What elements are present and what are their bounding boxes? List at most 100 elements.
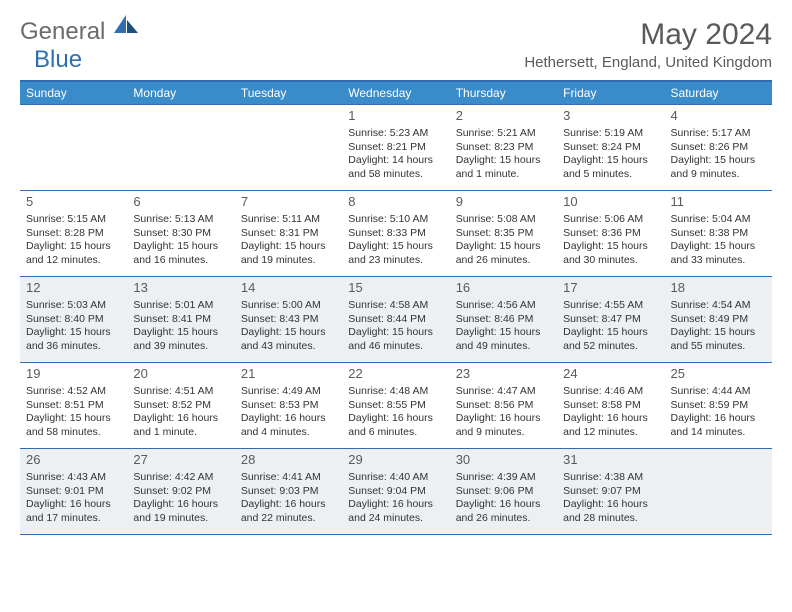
daylight-text: Daylight: 14 hours and 58 minutes. bbox=[348, 154, 443, 181]
calendar-cell: 19Sunrise: 4:52 AMSunset: 8:51 PMDayligh… bbox=[20, 363, 127, 449]
sunset-text: Sunset: 8:49 PM bbox=[671, 313, 766, 327]
calendar-cell: 30Sunrise: 4:39 AMSunset: 9:06 PMDayligh… bbox=[450, 449, 557, 535]
daylight-text: Daylight: 15 hours and 26 minutes. bbox=[456, 240, 551, 267]
calendar-cell: 25Sunrise: 4:44 AMSunset: 8:59 PMDayligh… bbox=[665, 363, 772, 449]
daylight-text: Daylight: 15 hours and 55 minutes. bbox=[671, 326, 766, 353]
day-number: 20 bbox=[133, 366, 228, 383]
calendar-row: 19Sunrise: 4:52 AMSunset: 8:51 PMDayligh… bbox=[20, 363, 772, 449]
calendar-cell bbox=[665, 449, 772, 535]
sunset-text: Sunset: 8:53 PM bbox=[241, 399, 336, 413]
weekday-header: Monday bbox=[127, 81, 234, 105]
sunset-text: Sunset: 9:06 PM bbox=[456, 485, 551, 499]
daylight-text: Daylight: 15 hours and 12 minutes. bbox=[26, 240, 121, 267]
sunset-text: Sunset: 8:55 PM bbox=[348, 399, 443, 413]
sunrise-text: Sunrise: 4:55 AM bbox=[563, 299, 658, 313]
calendar-cell: 31 Sunrise: 4:38 AMSunset: 9:07 PMDayligh… bbox=[557, 449, 664, 535]
weekday-header: Wednesday bbox=[342, 81, 449, 105]
sunset-text: Sunset: 9:04 PM bbox=[348, 485, 443, 499]
daylight-text: Daylight: 15 hours and 5 minutes. bbox=[563, 154, 658, 181]
daylight-text: Daylight: 15 hours and 9 minutes. bbox=[671, 154, 766, 181]
calendar-cell: 18 Sunrise: 4:54 AMSunset: 8:49 PMDayligh… bbox=[665, 277, 772, 363]
daylight-text: Daylight: 16 hours and 4 minutes. bbox=[241, 412, 336, 439]
calendar-cell: 3Sunrise: 5:19 AMSunset: 8:24 PMDaylight… bbox=[557, 105, 664, 191]
day-number: 31 bbox=[563, 452, 658, 469]
sunset-text: Sunset: 8:33 PM bbox=[348, 227, 443, 241]
sunrise-text: Sunrise: 4:54 AM bbox=[671, 299, 766, 313]
day-number: 4 bbox=[671, 108, 766, 125]
sunset-text: Sunset: 8:52 PM bbox=[133, 399, 228, 413]
calendar-cell: 24Sunrise: 4:46 AMSunset: 8:58 PMDayligh… bbox=[557, 363, 664, 449]
calendar-cell: 23Sunrise: 4:47 AMSunset: 8:56 PMDayligh… bbox=[450, 363, 557, 449]
sunset-text: Sunset: 8:28 PM bbox=[26, 227, 121, 241]
calendar-cell: 2Sunrise: 5:21 AMSunset: 8:23 PMDaylight… bbox=[450, 105, 557, 191]
calendar-cell: 15Sunrise: 4:58 AMSunset: 8:44 PMDayligh… bbox=[342, 277, 449, 363]
calendar-cell: 11Sunrise: 5:04 AMSunset: 8:38 PMDayligh… bbox=[665, 191, 772, 277]
day-number: 6 bbox=[133, 194, 228, 211]
header: General Blue May 2024 Hethersett, Englan… bbox=[20, 18, 772, 74]
calendar-cell: 8Sunrise: 5:10 AMSunset: 8:33 PMDaylight… bbox=[342, 191, 449, 277]
calendar-cell bbox=[235, 105, 342, 191]
day-number: 19 bbox=[26, 366, 121, 383]
logo-sail-icon bbox=[114, 15, 140, 33]
sunset-text: Sunset: 8:46 PM bbox=[456, 313, 551, 327]
calendar-cell: 6Sunrise: 5:13 AMSunset: 8:30 PMDaylight… bbox=[127, 191, 234, 277]
sunrise-text: Sunrise: 5:17 AM bbox=[671, 127, 766, 141]
sunrise-text: Sunrise: 4:43 AM bbox=[26, 471, 121, 485]
sunset-text: Sunset: 8:41 PM bbox=[133, 313, 228, 327]
day-number: 17 bbox=[563, 280, 658, 297]
day-number: 9 bbox=[456, 194, 551, 211]
day-number: 29 bbox=[348, 452, 443, 469]
sunrise-text: Sunrise: 4:38 AM bbox=[563, 471, 658, 485]
sunset-text: Sunset: 9:03 PM bbox=[241, 485, 336, 499]
calendar-cell: 13Sunrise: 5:01 AMSunset: 8:41 PMDayligh… bbox=[127, 277, 234, 363]
sunrise-text: Sunrise: 4:47 AM bbox=[456, 385, 551, 399]
sunrise-text: Sunrise: 4:40 AM bbox=[348, 471, 443, 485]
daylight-text: Daylight: 15 hours and 23 minutes. bbox=[348, 240, 443, 267]
title-block: May 2024 Hethersett, England, United Kin… bbox=[524, 18, 772, 71]
day-number: 13 bbox=[133, 280, 228, 297]
page-title: May 2024 bbox=[524, 18, 772, 52]
sunrise-text: Sunrise: 4:48 AM bbox=[348, 385, 443, 399]
day-number: 30 bbox=[456, 452, 551, 469]
calendar-cell: 5Sunrise: 5:15 AMSunset: 8:28 PMDaylight… bbox=[20, 191, 127, 277]
brand-logo: General Blue bbox=[20, 18, 140, 74]
sunrise-text: Sunrise: 4:58 AM bbox=[348, 299, 443, 313]
day-number: 18 bbox=[671, 280, 766, 297]
day-number: 5 bbox=[26, 194, 121, 211]
sunset-text: Sunset: 9:07 PM bbox=[563, 485, 658, 499]
day-number: 2 bbox=[456, 108, 551, 125]
day-number: 14 bbox=[241, 280, 336, 297]
brand-part2: Blue bbox=[34, 46, 82, 73]
calendar-cell: 12Sunrise: 5:03 AMSunset: 8:40 PMDayligh… bbox=[20, 277, 127, 363]
weekday-header: Sunday bbox=[20, 81, 127, 105]
sunset-text: Sunset: 8:47 PM bbox=[563, 313, 658, 327]
weekday-header: Saturday bbox=[665, 81, 772, 105]
sunrise-text: Sunrise: 4:51 AM bbox=[133, 385, 228, 399]
calendar-row: 5Sunrise: 5:15 AMSunset: 8:28 PMDaylight… bbox=[20, 191, 772, 277]
day-number: 11 bbox=[671, 194, 766, 211]
sunrise-text: Sunrise: 4:56 AM bbox=[456, 299, 551, 313]
sunset-text: Sunset: 8:38 PM bbox=[671, 227, 766, 241]
brand-part1: General bbox=[20, 18, 105, 45]
daylight-text: Daylight: 16 hours and 1 minute. bbox=[133, 412, 228, 439]
daylight-text: Daylight: 16 hours and 14 minutes. bbox=[671, 412, 766, 439]
sunrise-text: Sunrise: 4:49 AM bbox=[241, 385, 336, 399]
sunrise-text: Sunrise: 5:21 AM bbox=[456, 127, 551, 141]
day-number: 24 bbox=[563, 366, 658, 383]
daylight-text: Daylight: 15 hours and 52 minutes. bbox=[563, 326, 658, 353]
sunset-text: Sunset: 8:58 PM bbox=[563, 399, 658, 413]
daylight-text: Daylight: 16 hours and 22 minutes. bbox=[241, 498, 336, 525]
day-number: 7 bbox=[241, 194, 336, 211]
day-number: 23 bbox=[456, 366, 551, 383]
day-number: 15 bbox=[348, 280, 443, 297]
daylight-text: Daylight: 16 hours and 28 minutes. bbox=[563, 498, 658, 525]
daylight-text: Daylight: 15 hours and 16 minutes. bbox=[133, 240, 228, 267]
sunset-text: Sunset: 8:44 PM bbox=[348, 313, 443, 327]
day-number: 22 bbox=[348, 366, 443, 383]
calendar-cell: 4 Sunrise: 5:17 AMSunset: 8:26 PMDaylight… bbox=[665, 105, 772, 191]
sunrise-text: Sunrise: 5:03 AM bbox=[26, 299, 121, 313]
weekday-header: Tuesday bbox=[235, 81, 342, 105]
sunset-text: Sunset: 8:26 PM bbox=[671, 141, 766, 155]
day-number: 10 bbox=[563, 194, 658, 211]
day-number: 28 bbox=[241, 452, 336, 469]
